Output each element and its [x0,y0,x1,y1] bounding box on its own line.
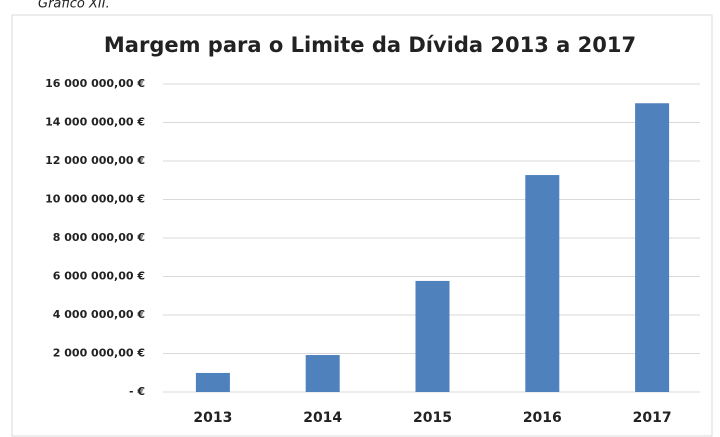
x-tick-label: 2016 [523,410,562,426]
x-tick-label: 2015 [413,410,452,426]
bar [195,372,230,392]
y-tick-label: 14 000 000,00 € [45,116,145,129]
y-tick-label: 2 000 000,00 € [53,347,145,360]
bar [415,280,450,392]
bar [305,355,340,392]
y-tick-label: 8 000 000,00 € [53,231,145,244]
y-tick-label: 10 000 000,00 € [45,193,145,206]
y-tick-label: - € [129,385,145,398]
bar [525,175,560,392]
y-tick-label: 16 000 000,00 € [45,77,145,90]
x-tick-label: 2017 [633,410,672,426]
x-tick-label: 2013 [193,410,232,426]
y-tick-label: 4 000 000,00 € [53,308,145,321]
chart-frame [11,14,713,437]
y-tick-label: 6 000 000,00 € [53,270,145,283]
bar [635,103,670,392]
x-tick-label: 2014 [303,410,342,426]
chart-title: Margem para o Limite da Dívida 2013 a 20… [104,33,636,57]
y-tick-label: 12 000 000,00 € [45,154,145,167]
caption: Gráfico XII. [38,0,110,12]
